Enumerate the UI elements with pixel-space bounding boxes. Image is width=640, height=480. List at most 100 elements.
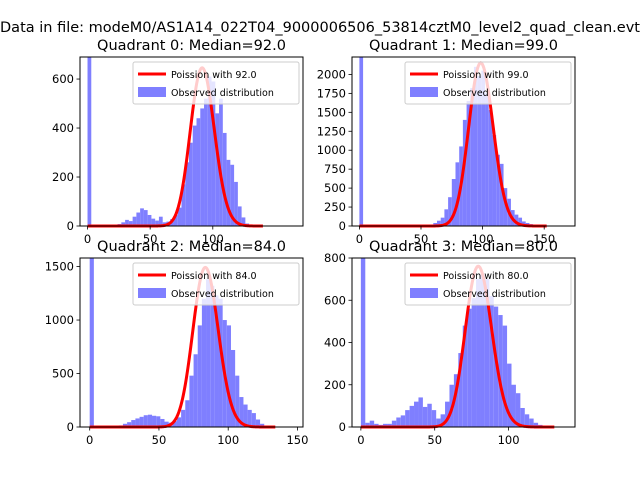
histogram-bar bbox=[239, 397, 244, 427]
x-tick-label: 100 bbox=[202, 232, 224, 246]
histogram-bar bbox=[226, 325, 231, 427]
x-tick-label: 0 bbox=[356, 232, 363, 246]
y-tick-label: 0 bbox=[339, 420, 346, 434]
histogram-bar bbox=[503, 188, 508, 226]
legend-frame bbox=[404, 61, 572, 105]
legend: Poission with 99.0 Observed distribution bbox=[404, 61, 572, 105]
histogram-bar bbox=[476, 279, 481, 428]
histogram-bar bbox=[518, 217, 523, 226]
histogram-bar bbox=[427, 403, 432, 427]
y-tick-label: 250 bbox=[324, 200, 346, 214]
histogram-bar bbox=[152, 415, 157, 427]
x-tick-label: 50 bbox=[143, 232, 158, 246]
histogram-bar bbox=[147, 414, 153, 427]
histogram-bar bbox=[177, 207, 182, 226]
x-tick-label: 100 bbox=[217, 433, 239, 447]
histogram-bar bbox=[499, 163, 504, 226]
subplot-title: Quadrant 0: Median=92.0 bbox=[97, 38, 286, 54]
histogram-bar bbox=[243, 404, 248, 427]
histogram-bar bbox=[147, 214, 152, 226]
y-tick-label: 400 bbox=[52, 121, 74, 135]
histogram-bar bbox=[462, 119, 467, 226]
axes-frame bbox=[79, 257, 304, 428]
histogram-bar bbox=[436, 418, 441, 427]
histogram-bar bbox=[444, 209, 449, 226]
y-tick-label: 200 bbox=[52, 170, 74, 184]
histogram-bar bbox=[125, 219, 129, 226]
histogram-bar bbox=[409, 405, 415, 428]
histogram-bar bbox=[136, 212, 141, 226]
x-tick-label: 100 bbox=[472, 232, 494, 246]
histogram-bar bbox=[515, 393, 521, 427]
subplot-title: Quadrant 2: Median=84.0 bbox=[97, 239, 286, 255]
histogram-bar bbox=[131, 420, 136, 427]
histogram-bar bbox=[396, 417, 401, 427]
y-tick-label: 0 bbox=[67, 219, 74, 233]
axes-frame bbox=[79, 56, 304, 227]
histogram-bar bbox=[481, 70, 486, 226]
histogram-bar bbox=[369, 420, 375, 427]
legend-entry-observed: Observed distribution bbox=[443, 289, 546, 300]
histogram-bar bbox=[139, 416, 144, 427]
y-tick-label: 1000 bbox=[317, 143, 346, 157]
histogram-bar bbox=[445, 401, 450, 427]
legend-entry-observed: Observed distribution bbox=[171, 289, 274, 300]
histogram-bar bbox=[453, 374, 459, 427]
histogram-bar bbox=[462, 325, 468, 427]
y-tick-label: 500 bbox=[324, 181, 346, 195]
histogram-bar bbox=[214, 295, 219, 427]
histogram-bar bbox=[471, 298, 477, 427]
y-tick-label: 600 bbox=[52, 72, 74, 86]
histogram-bar bbox=[135, 418, 140, 427]
x-tick-label: 0 bbox=[86, 433, 93, 447]
histogram-bar bbox=[128, 221, 133, 226]
histogram-bar bbox=[260, 423, 265, 427]
legend: Poission with 80.0 Observed distribution bbox=[404, 262, 572, 306]
histogram-bar bbox=[440, 414, 446, 427]
histogram-bar bbox=[473, 66, 478, 226]
y-tick-label: 800 bbox=[324, 251, 346, 265]
histogram-bar bbox=[172, 421, 177, 427]
x-tick-label: 50 bbox=[427, 433, 442, 447]
histogram-bar bbox=[219, 98, 223, 226]
histogram-bar bbox=[122, 423, 128, 427]
histogram-bar bbox=[143, 210, 148, 226]
histogram-bar bbox=[132, 216, 137, 226]
axes-frame bbox=[351, 56, 576, 227]
histogram-bar bbox=[522, 221, 526, 226]
x-tick-label: 150 bbox=[533, 232, 555, 246]
histogram-bar bbox=[418, 397, 423, 427]
histogram-bar bbox=[511, 384, 516, 427]
y-tick-label: 0 bbox=[67, 420, 74, 434]
histogram-bar bbox=[383, 423, 388, 427]
legend-frame bbox=[404, 262, 572, 306]
histogram-bar bbox=[502, 325, 508, 427]
histogram-bar bbox=[437, 220, 441, 226]
x-tick-label: 0 bbox=[357, 433, 364, 447]
legend-frame bbox=[132, 61, 300, 105]
y-tick-label: 1500 bbox=[317, 105, 346, 119]
histogram-bar bbox=[455, 162, 460, 226]
histogram-bar bbox=[201, 298, 207, 427]
histogram-bar bbox=[143, 415, 148, 427]
histogram-bar bbox=[210, 285, 215, 427]
histogram-bar bbox=[87, 57, 92, 226]
y-tick-label: 200 bbox=[324, 378, 346, 392]
histogram-bar bbox=[498, 315, 503, 427]
histogram-bar bbox=[89, 258, 94, 427]
histogram-bar bbox=[218, 298, 223, 427]
histogram-bar bbox=[140, 208, 144, 226]
histogram-bar bbox=[529, 418, 534, 427]
legend-bar-swatch bbox=[410, 288, 438, 298]
histogram-bar bbox=[230, 349, 236, 427]
legend-entry-observed: Observed distribution bbox=[171, 88, 274, 99]
histogram-bar bbox=[185, 162, 189, 226]
y-tick-label: 1000 bbox=[45, 313, 74, 327]
histogram-bar bbox=[192, 125, 197, 226]
histogram-bar bbox=[181, 184, 186, 226]
histogram-bar bbox=[151, 218, 156, 226]
legend: Poission with 84.0 Observed distribution bbox=[132, 262, 300, 306]
y-tick-label: 1250 bbox=[317, 124, 346, 138]
histogram-bar bbox=[215, 113, 220, 226]
legend-entry-poisson: Poission with 99.0 bbox=[443, 70, 529, 81]
